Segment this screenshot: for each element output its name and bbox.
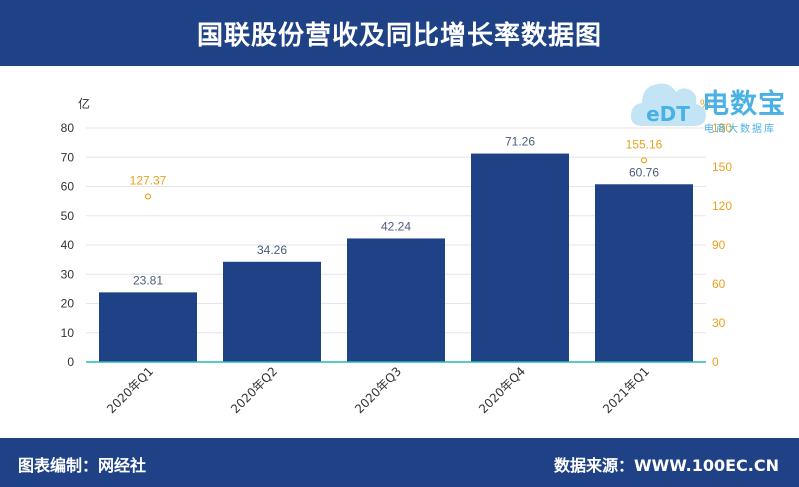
bar-value-label: 42.24 (381, 219, 411, 233)
page-title: 国联股份营收及同比增长率数据图 (196, 20, 602, 51)
y-left-tick-label: 0 (67, 355, 74, 369)
x-tick-label: 2021年Q1 (600, 364, 652, 416)
footer-credit: 图表编制：网经社 (18, 456, 147, 475)
y-left-tick-label: 10 (61, 326, 75, 340)
x-tick-label: 2020年Q1 (104, 364, 156, 416)
bar (471, 153, 569, 362)
growth-value-label: 127.37 (130, 173, 167, 187)
logo-mark: eDT (646, 102, 690, 126)
bar-value-label: 71.26 (505, 135, 535, 149)
y-right-tick-label: 90 (712, 238, 726, 252)
x-tick-label: 2020年Q3 (352, 364, 404, 416)
y-left-tick-label: 50 (61, 209, 75, 223)
y-left-tick-label: 70 (61, 150, 75, 164)
logo-subtitle: 电商大数据库 (704, 124, 776, 135)
logo-name: 电数宝 (702, 89, 786, 120)
bar-value-label: 60.76 (629, 165, 659, 179)
y-right-tick-label: 0 (712, 355, 719, 369)
y-left-tick-label: 30 (61, 267, 75, 281)
x-tick-label: 2020年Q4 (476, 364, 528, 416)
header-bar: 国联股份营收及同比增长率数据图 (0, 0, 799, 66)
footer-bar: 图表编制：网经社 数据来源：WWW.100EC.CN (0, 438, 799, 487)
cloud-logo-icon: eDT (630, 83, 706, 126)
y-left-tick-label: 60 (61, 180, 75, 194)
y-right-tick-label: 30 (712, 316, 726, 330)
revenue-chart: 23.81 34.26 42.24 71.26 60.76 0 10 20 30 40 50 60 70… (61, 96, 733, 416)
bar-value-label: 34.26 (257, 243, 287, 257)
y-right-tick-label: 60 (712, 277, 726, 291)
bar-value-label: 23.81 (133, 273, 163, 287)
y-right-unit-label: % (700, 97, 711, 111)
y-left-tick-label: 40 (61, 238, 75, 252)
dianshubao-logo: eDT 电数宝 电商大数据库 (628, 74, 793, 136)
y-left-unit-label: 亿 (78, 96, 90, 111)
x-tick-label: 2020年Q2 (228, 364, 280, 416)
y-right-tick-label: 180 (712, 121, 732, 135)
footer-source: 数据来源：WWW.100EC.CN (553, 456, 779, 475)
y-left-tick-label: 20 (61, 297, 75, 311)
bar (223, 261, 321, 362)
y-right-tick-label: 120 (712, 199, 732, 213)
growth-value-label: 155.16 (626, 137, 663, 151)
y-left-tick-label: 80 (61, 121, 75, 135)
bar (99, 292, 197, 362)
bar (595, 184, 693, 362)
bar (347, 238, 445, 362)
growth-point (144, 193, 152, 200)
y-right-tick-label: 150 (712, 160, 732, 174)
growth-point (640, 157, 648, 164)
